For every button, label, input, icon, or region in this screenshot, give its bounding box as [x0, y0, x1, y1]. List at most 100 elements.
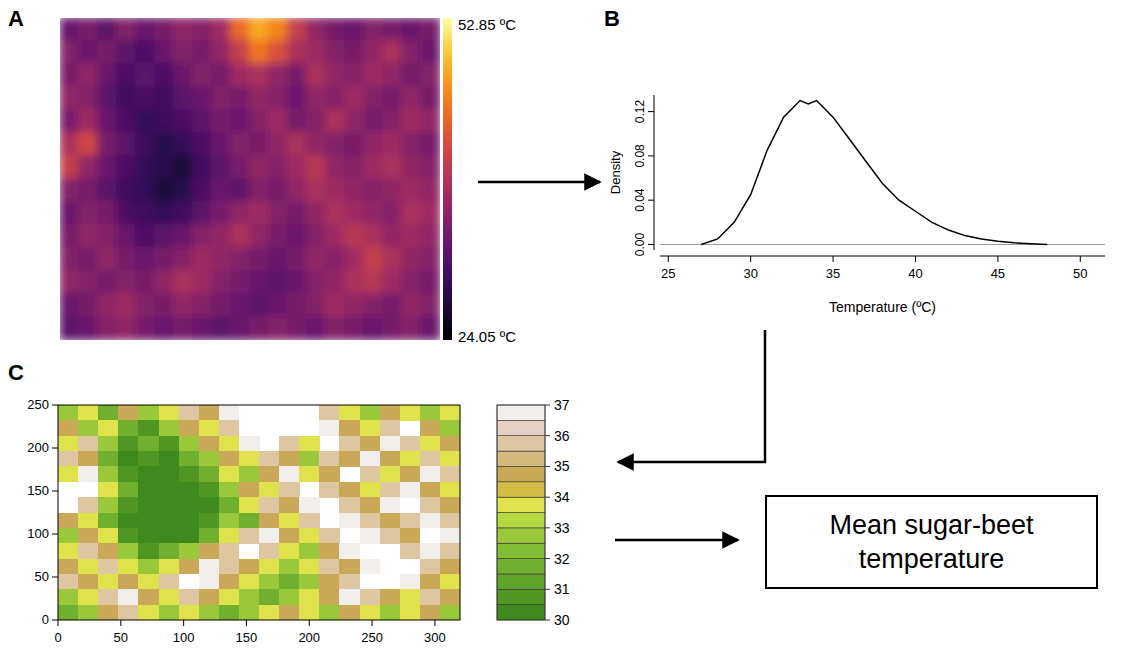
- raster-cell: [239, 574, 260, 590]
- thermal-cell: [60, 270, 80, 295]
- thermal-cell: [420, 178, 440, 203]
- thermal-cell: [401, 316, 422, 340]
- thermal-cell: [363, 178, 384, 203]
- thermal-cell: [287, 293, 308, 318]
- raster-cell: [279, 589, 300, 605]
- thermal-cell: [382, 201, 403, 226]
- thermal-cell: [60, 132, 80, 157]
- raster-cell: [118, 589, 139, 605]
- raster-cell: [118, 420, 139, 436]
- thermal-cell: [135, 293, 156, 318]
- thermal-cell: [325, 270, 346, 295]
- thermal-cell: [306, 178, 327, 203]
- raster-cell: [360, 497, 381, 513]
- thermal-cell: [363, 63, 384, 88]
- thermal-cell: [306, 247, 327, 272]
- thermal-cell: [344, 224, 365, 249]
- raster-cell: [440, 589, 460, 605]
- raster-cell: [159, 497, 180, 513]
- thermal-cell: [116, 247, 137, 272]
- raster-cell: [259, 482, 280, 498]
- thermal-cell: [97, 40, 118, 65]
- thermal-cell: [97, 178, 118, 203]
- raster-cell: [219, 420, 240, 436]
- raster-cell: [279, 436, 300, 452]
- raster-cell: [380, 436, 401, 452]
- raster-cell: [400, 605, 421, 620]
- thermal-cell: [192, 270, 213, 295]
- thermal-cell: [420, 63, 440, 88]
- thermal-cell: [268, 18, 289, 42]
- raster-cell: [360, 420, 381, 436]
- thermal-cell: [401, 178, 422, 203]
- raster-cell: [118, 466, 139, 482]
- thermal-cell: [287, 178, 308, 203]
- thermal-cell: [154, 178, 175, 203]
- x-tick-label: 150: [236, 630, 258, 645]
- raster-cell: [118, 543, 139, 559]
- plot-frame: [58, 405, 460, 620]
- raster-cell: [98, 543, 119, 559]
- thermal-cell: [173, 132, 194, 157]
- raster-cell: [259, 528, 280, 544]
- thermal-cell: [78, 224, 99, 249]
- thermal-cell: [192, 201, 213, 226]
- thermal-cell: [173, 155, 194, 180]
- raster-cell: [98, 466, 119, 482]
- raster-cell: [138, 589, 159, 605]
- thermal-cell: [401, 63, 422, 88]
- thermal-cell: [78, 178, 99, 203]
- y-tick-label: 250: [27, 397, 49, 412]
- colorbar-label: 37: [554, 397, 570, 413]
- raster-cell: [219, 405, 240, 421]
- raster-cell: [219, 528, 240, 544]
- x-axis: [660, 256, 1105, 257]
- raster-cell: [138, 605, 159, 620]
- raster-cell: [319, 420, 340, 436]
- thermal-cell: [116, 18, 137, 42]
- raster-cell: [199, 559, 220, 575]
- raster-cell: [279, 574, 300, 590]
- raster-cell: [259, 466, 280, 482]
- raster-cell: [138, 497, 159, 513]
- thermal-cell: [287, 247, 308, 272]
- x-tick: [833, 256, 834, 262]
- thermal-cell: [325, 247, 346, 272]
- raster-cell: [138, 466, 159, 482]
- thermal-cell: [97, 270, 118, 295]
- thermal-cell: [325, 316, 346, 340]
- raster-cell: [58, 574, 79, 590]
- thermal-cell: [249, 224, 270, 249]
- thermal-cell: [211, 155, 232, 180]
- thermal-cell: [211, 247, 232, 272]
- x-tick-label: 30: [743, 266, 757, 281]
- thermal-cell: [325, 109, 346, 134]
- y-tick: [648, 244, 654, 245]
- x-tick-label: 200: [298, 630, 320, 645]
- raster-cell: [339, 436, 360, 452]
- raster-cell: [239, 436, 260, 452]
- thermal-cell: [211, 201, 232, 226]
- thermal-cell: [173, 224, 194, 249]
- x-tick: [58, 620, 59, 626]
- y-tick-label: 0: [42, 612, 49, 627]
- thermal-cell: [382, 247, 403, 272]
- raster-cell: [78, 405, 99, 421]
- raster-cell: [400, 451, 421, 467]
- thermal-cell: [230, 132, 251, 157]
- raster-cell: [299, 574, 320, 590]
- thermal-cell: [268, 224, 289, 249]
- colorbar-band: [497, 605, 545, 620]
- thermal-cell: [173, 201, 194, 226]
- raster-cell: [199, 497, 220, 513]
- thermal-cell: [211, 316, 232, 340]
- colorbar-band: [497, 482, 545, 497]
- thermal-cell: [363, 132, 384, 157]
- raster-cell: [199, 528, 220, 544]
- raster-cell: [239, 451, 260, 467]
- thermal-cell: [363, 18, 384, 42]
- x-tick: [668, 256, 669, 262]
- raster-cell: [179, 405, 200, 421]
- raster-cell: [58, 589, 79, 605]
- thermal-cell: [78, 63, 99, 88]
